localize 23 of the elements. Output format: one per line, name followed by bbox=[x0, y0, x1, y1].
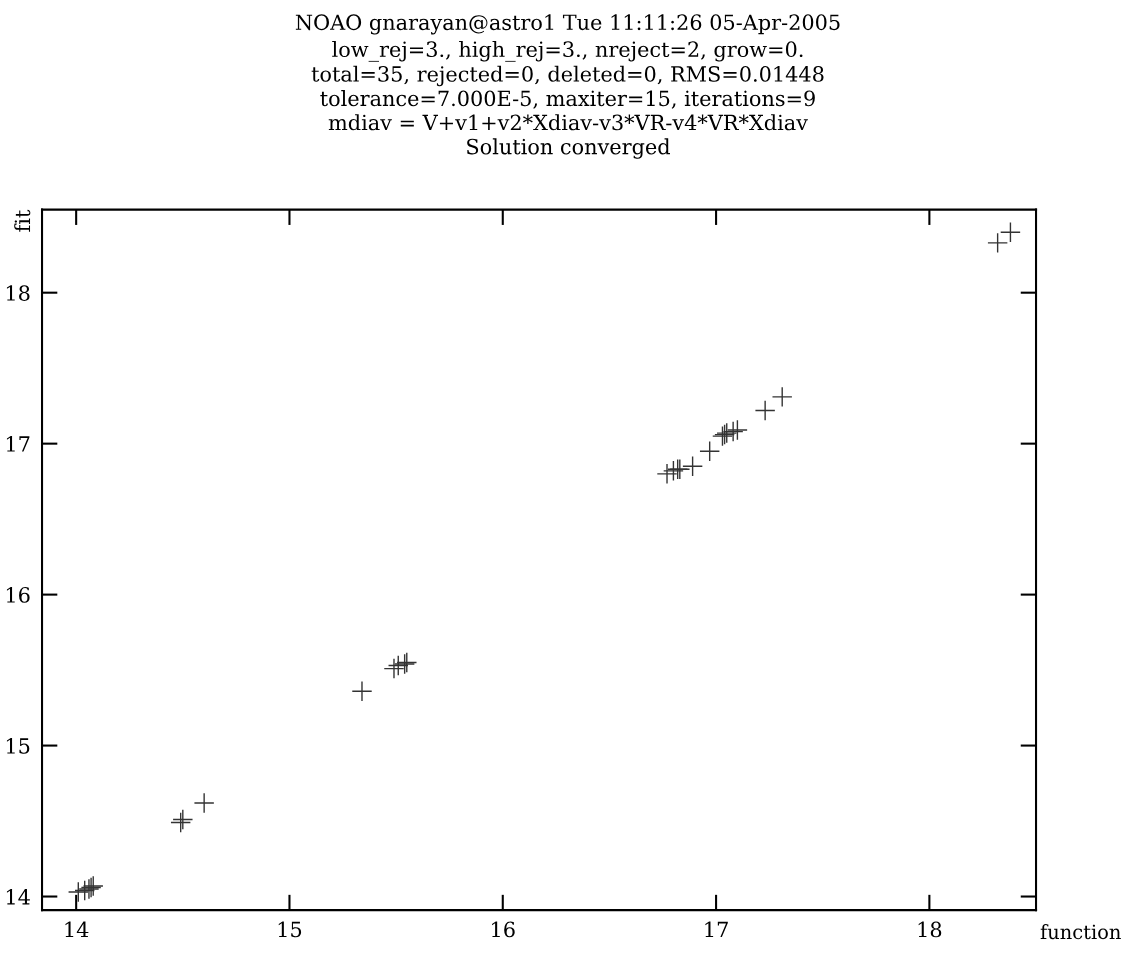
chart-subtitle: low_rej=3., high_rej=3., nreject=2, grow=0. total=35, rejected=0, deleted=0, RMS=0.01448 tolerance=7.000E-5, maxiter=15, iterations=9 mdiav = V+v1+v2*Xdiav-v3*VR-v4*VR*Xdiav Solution converged bbox=[311, 40, 824, 159]
point bbox=[771, 386, 793, 408]
point bbox=[193, 792, 215, 814]
chart-title: NOAO gnarayan@astro1 Tue 11:11:26 05-Apr-2005 bbox=[295, 14, 840, 35]
x-tick-label: 14 bbox=[65, 921, 89, 938]
point bbox=[67, 881, 89, 903]
y-tick-label: 14 bbox=[6, 888, 30, 905]
point bbox=[656, 463, 678, 485]
x-tick-label: 18 bbox=[918, 921, 942, 938]
y-tick-label: 16 bbox=[6, 587, 30, 603]
x-tick-label: 15 bbox=[278, 921, 302, 938]
x-tick-label: 16 bbox=[492, 921, 515, 938]
x-tick-label: 17 bbox=[705, 921, 728, 938]
y-tick-label: 18 bbox=[6, 285, 30, 301]
point bbox=[754, 400, 776, 421]
y-tick-label: 17 bbox=[6, 436, 30, 452]
y-tick-label: 15 bbox=[6, 738, 30, 754]
point bbox=[699, 440, 721, 462]
x-axis-title: function bbox=[1040, 924, 1121, 940]
point bbox=[351, 680, 373, 702]
point bbox=[682, 455, 704, 477]
y-axis-title: fit bbox=[14, 209, 31, 232]
point bbox=[662, 460, 684, 482]
